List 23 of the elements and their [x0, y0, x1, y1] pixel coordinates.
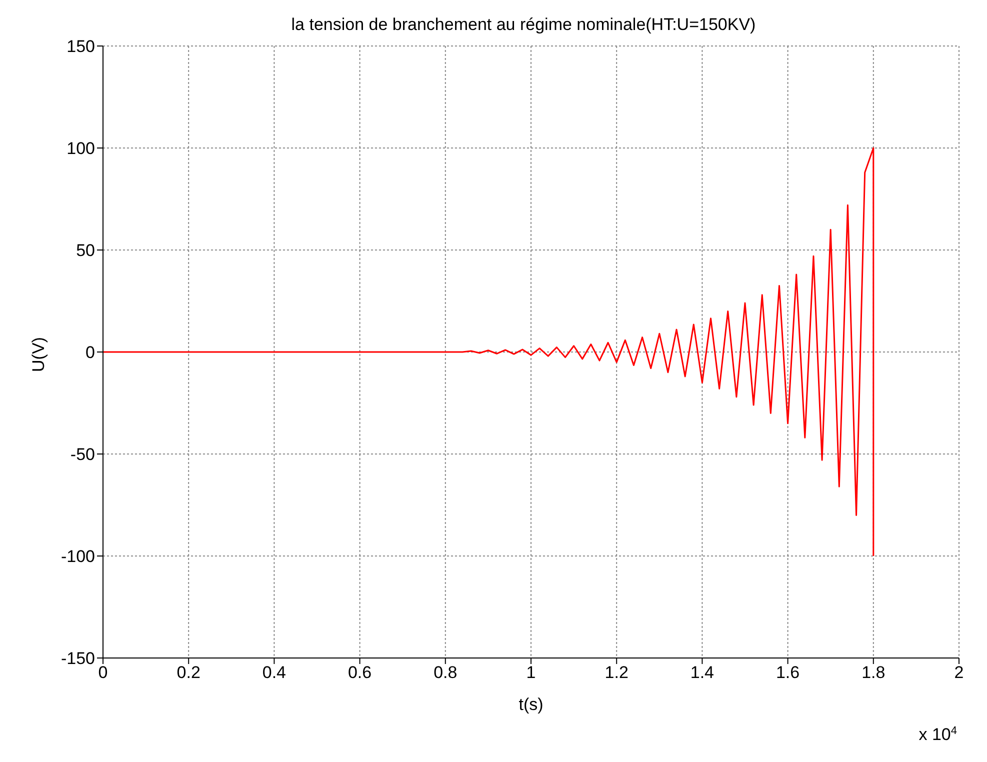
y-tick-label: 100: [66, 139, 95, 158]
y-tick-label: -150: [60, 649, 95, 668]
y-tick-label: -100: [60, 547, 95, 566]
x-axis-title: t(s): [518, 695, 544, 714]
x-tick-label: 1.6: [776, 663, 800, 682]
x-tick-label: 0.4: [262, 663, 286, 682]
x-tick-label: 1.8: [862, 663, 886, 682]
y-axis-title: U(V): [29, 337, 48, 372]
line-series: [103, 147, 874, 557]
x-tick-label: 1: [526, 663, 536, 682]
y-tick-label: -50: [70, 445, 95, 464]
x-tick-label: 1.2: [604, 663, 628, 682]
x-tick-label: 2: [954, 663, 964, 682]
text: x 10$^{4}$: [918, 725, 957, 744]
y-tick-label: 150: [66, 37, 95, 56]
chart-title: la tension de branchement au régime nominale(HT:U=150KV): [291, 15, 756, 34]
x-tick-label: 0.2: [176, 663, 200, 682]
x-tick-label: 1.4: [690, 663, 714, 682]
x-tick-label: 0.8: [434, 663, 458, 682]
x-tick-label: 0: [98, 663, 108, 682]
x-tick-label: 0.6: [348, 663, 372, 682]
y-tick-label: 50: [76, 241, 95, 260]
y-tick-label: 0: [86, 343, 95, 362]
